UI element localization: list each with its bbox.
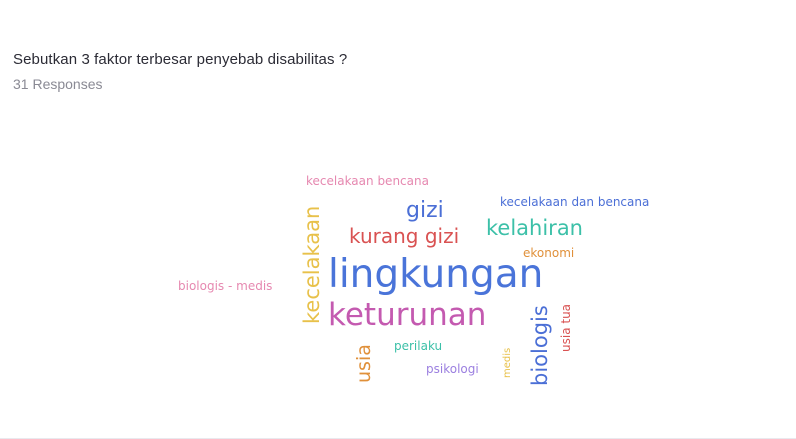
- word-kecelakaan-bencana: kecelakaan bencana: [306, 174, 429, 188]
- word-lingkungan: lingkungan: [328, 252, 544, 297]
- word-biologis-medis: biologis - medis: [178, 279, 273, 293]
- word-perilaku: perilaku: [394, 339, 443, 353]
- word-kecelakaan: kecelakaan: [300, 205, 324, 324]
- word-biologis: biologis: [528, 305, 552, 386]
- word-keturunan: keturunan: [328, 297, 487, 333]
- word-medis: medis: [502, 347, 513, 378]
- word-psikologi: psikologi: [426, 362, 479, 376]
- question-title: Sebutkan 3 faktor terbesar penyebab disa…: [13, 51, 348, 68]
- word-gizi: gizi: [406, 198, 444, 223]
- word-usia: usia: [353, 344, 375, 383]
- word-kecelakaan-dan-bencana: kecelakaan dan bencana: [500, 195, 650, 209]
- word-ekonomi: ekonomi: [523, 246, 575, 260]
- word-usia-tua: usia tua: [559, 303, 573, 352]
- responses-count: 31 Responses: [13, 76, 103, 92]
- word-kurang-gizi: kurang gizi: [349, 224, 460, 248]
- word-kelahiran: kelahiran: [486, 216, 583, 240]
